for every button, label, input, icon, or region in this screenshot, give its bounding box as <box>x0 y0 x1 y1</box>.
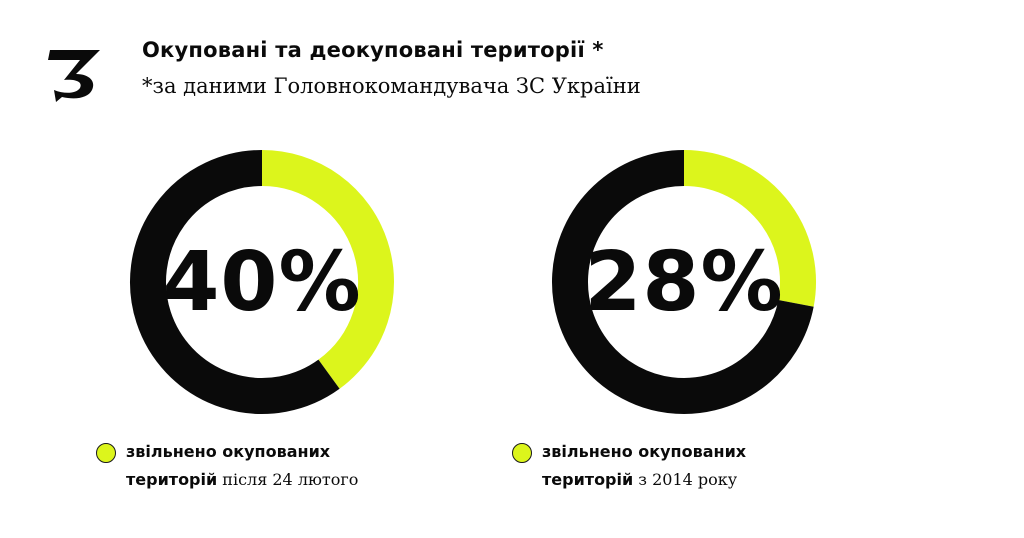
legend-text-1: звільнено окупованих територій після 24 … <box>126 438 396 494</box>
chart-title: Окуповані та деокуповані території * <box>142 38 604 62</box>
legend-detail-1: після 24 лютого <box>217 470 359 489</box>
legend-swatch-1 <box>96 443 116 463</box>
donut-chart-1: 40% <box>127 147 397 417</box>
donut-2-slice-2 <box>552 150 814 414</box>
legend-label-1-line2: територій <box>126 470 218 489</box>
donut-value-label-1: 40% <box>162 234 362 330</box>
legend-1: звільнено окупованих територій після 24 … <box>96 438 396 494</box>
donut-chart-2-svg <box>552 150 816 414</box>
donut-chart-2: 28% <box>549 147 819 417</box>
donut-1-slice-1 <box>261 150 394 389</box>
legend-label-2: звільнено окупованих <box>542 442 747 461</box>
donut-2-slice-1 <box>683 150 816 307</box>
legend-text-2: звільнено окупованих територій з 2014 ро… <box>542 438 812 494</box>
brand-logo-icon <box>48 50 100 102</box>
legend-detail-2: з 2014 року <box>633 470 738 489</box>
donut-1-slice-2 <box>130 150 340 414</box>
donut-chart-1-svg <box>130 150 394 414</box>
legend-label-2-line2: територій <box>542 470 634 489</box>
legend-2: звільнено окупованих територій з 2014 ро… <box>512 438 812 494</box>
legend-label-1: звільнено окупованих <box>126 442 331 461</box>
legend-swatch-2 <box>512 443 532 463</box>
chart-subtitle: *за даними Головнокомандувача ЗС України <box>142 74 641 98</box>
donut-value-label-2: 28% <box>584 234 784 330</box>
